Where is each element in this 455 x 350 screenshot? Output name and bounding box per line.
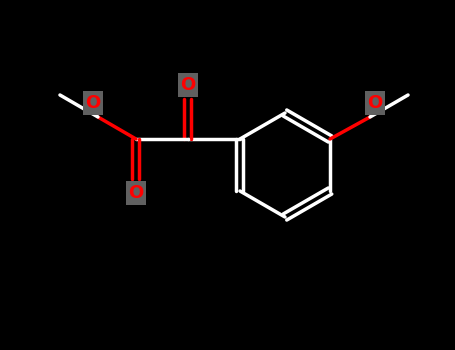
Text: O: O — [128, 184, 144, 202]
Text: O: O — [86, 94, 101, 112]
Text: O: O — [367, 94, 383, 112]
Text: O: O — [180, 76, 196, 94]
